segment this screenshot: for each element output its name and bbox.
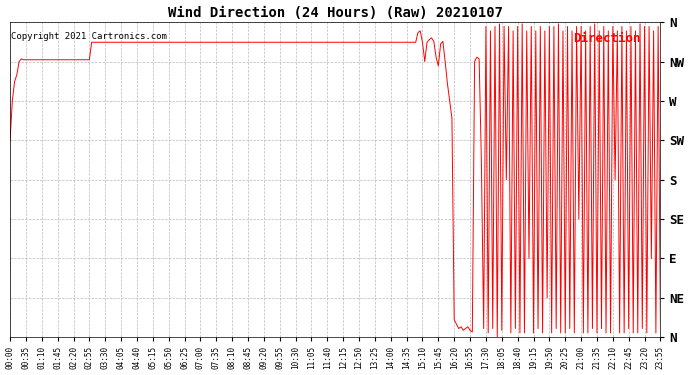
Text: Copyright 2021 Cartronics.com: Copyright 2021 Cartronics.com [11,32,166,40]
Text: Direction: Direction [573,32,641,45]
Title: Wind Direction (24 Hours) (Raw) 20210107: Wind Direction (24 Hours) (Raw) 20210107 [168,6,503,20]
